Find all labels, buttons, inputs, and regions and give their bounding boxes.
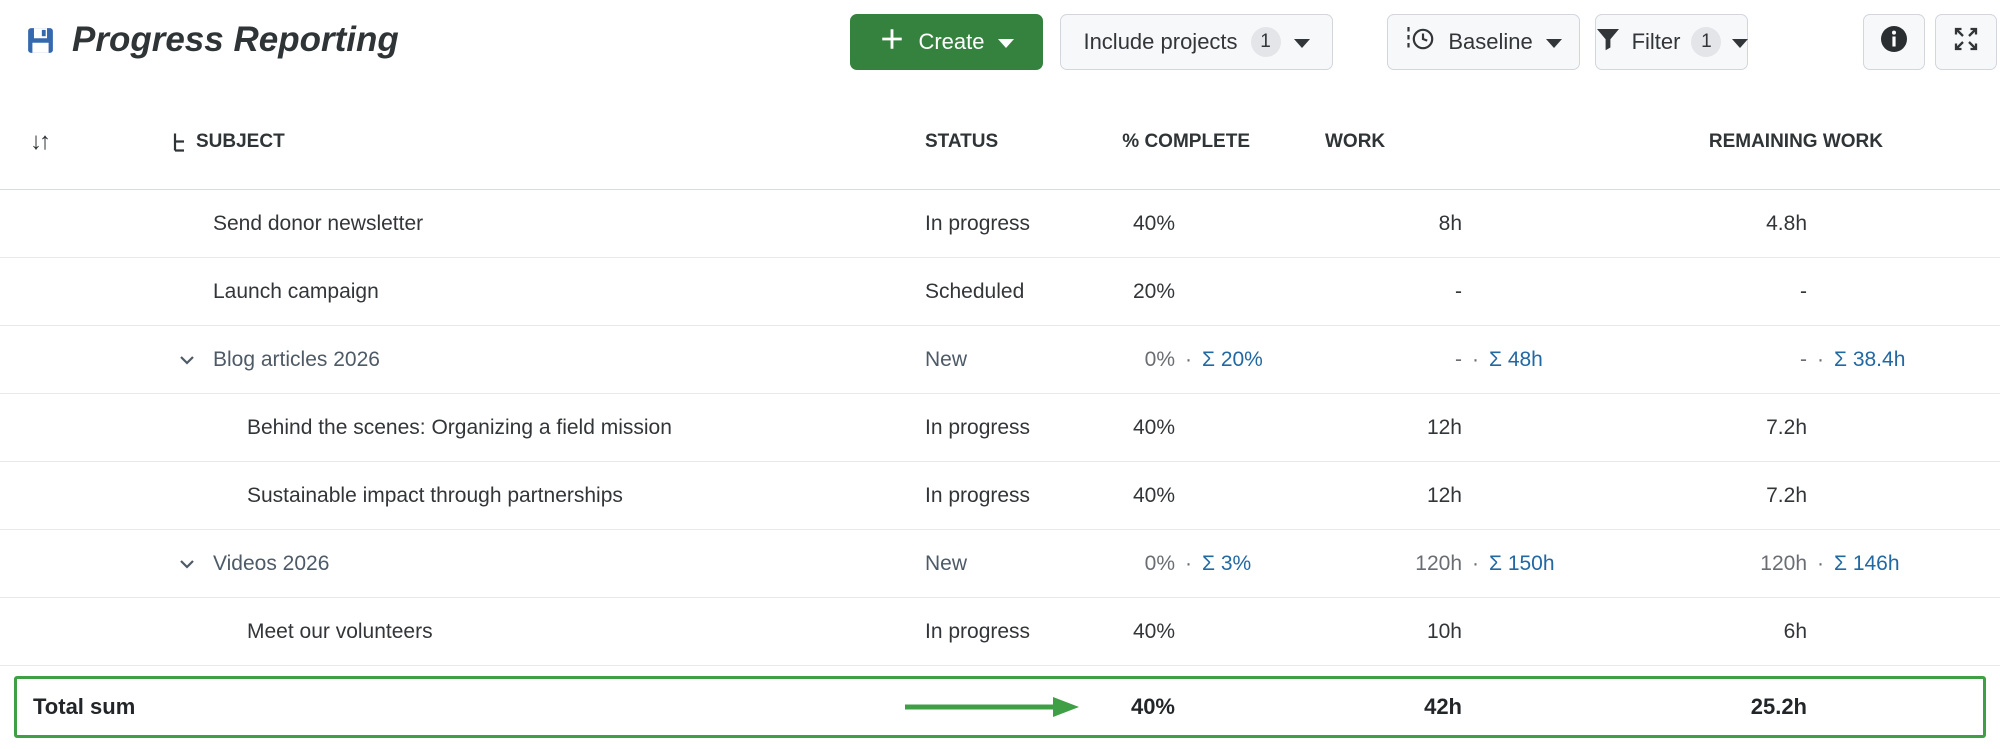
sum-separator: · (1817, 551, 1824, 575)
remaining-work-value: - (1800, 279, 1807, 303)
status-cell: New (925, 347, 968, 371)
table-row[interactable]: Videos 2026 New 0% · Σ 3% 120h · Σ 150h … (0, 530, 2000, 598)
filter-button[interactable]: Filter 1 (1595, 14, 1749, 70)
work-package-table: Send donor newsletter In progress 40% 8h… (0, 190, 2000, 666)
chevron-down-icon (1545, 39, 1562, 48)
status-cell: In progress (925, 211, 1031, 235)
work-sum-link[interactable]: Σ 48h (1489, 347, 1543, 371)
filter-count-badge: 1 (1691, 27, 1722, 57)
work-value: - (1455, 347, 1462, 371)
total-remaining-work-value: 25.2h (1750, 694, 1807, 719)
status-cell: Scheduled (925, 279, 1025, 303)
remaining-work-value: 4.8h (1766, 211, 1807, 235)
work-value: 8h (1438, 211, 1462, 235)
table-row[interactable]: Meet our volunteers In progress 40% 10h … (0, 598, 2000, 666)
pct-complete-value: 40% (1132, 619, 1175, 643)
column-header-work[interactable]: WORK (1325, 131, 1386, 152)
funnel-icon (1595, 26, 1621, 58)
work-value: 12h (1426, 483, 1462, 507)
pct-complete-value: 0% (1144, 347, 1175, 371)
total-work-value: 42h (1424, 694, 1462, 719)
total-pct-complete-value: 40% (1130, 694, 1175, 719)
remaining-work-sum-link[interactable]: Σ 38.4h (1834, 347, 1906, 371)
column-header-remaining-work[interactable]: REMAINING WORK (1708, 131, 1883, 152)
filter-label: Filter (1631, 29, 1681, 54)
baseline-button[interactable]: Baseline (1387, 14, 1580, 70)
subject-cell: Launch campaign (213, 279, 379, 303)
column-header-status[interactable]: STATUS (925, 131, 999, 152)
create-button-label: Create (918, 29, 985, 54)
sum-separator: · (1185, 347, 1192, 371)
table-row[interactable]: Behind the scenes: Organizing a field mi… (0, 394, 2000, 462)
include-projects-count-badge: 1 (1250, 27, 1281, 57)
subject-cell: Behind the scenes: Organizing a field mi… (247, 415, 672, 439)
table-row[interactable]: Blog articles 2026 New 0% · Σ 20% - · Σ … (0, 326, 2000, 394)
table-header-row: ↓↑ SUBJECT STATUS % COMPLETE WORK REMAIN… (0, 95, 2000, 190)
page-title-wrap: Progress Reporting (27, 20, 399, 60)
toolbar: Progress Reporting Create Include projec… (0, 0, 2000, 95)
subject-cell: Blog articles 2026 (213, 347, 380, 371)
include-projects-label: Include projects (1083, 29, 1238, 54)
hierarchy-icon (171, 132, 188, 153)
work-value: 10h (1426, 619, 1462, 643)
pct-complete-value: 0% (1144, 551, 1175, 575)
save-icon[interactable] (27, 27, 54, 54)
work-value: 120h (1415, 551, 1462, 575)
status-cell: In progress (925, 483, 1031, 507)
column-header-pct-complete[interactable]: % COMPLETE (1122, 131, 1250, 152)
work-value: 12h (1426, 415, 1462, 439)
remaining-work-value: 7.2h (1766, 483, 1807, 507)
plus-icon (879, 26, 905, 58)
column-header-subject-label: SUBJECT (196, 131, 285, 152)
work-value: - (1455, 279, 1462, 303)
subject-cell: Sustainable impact through partnerships (247, 483, 623, 507)
remaining-work-value: 120h (1760, 551, 1807, 575)
remaining-work-value: 7.2h (1766, 415, 1807, 439)
subject-cell: Videos 2026 (213, 551, 330, 575)
baseline-label: Baseline (1448, 29, 1533, 54)
status-cell: In progress (925, 619, 1031, 643)
page-title: Progress Reporting (72, 20, 399, 59)
work-sum-link[interactable]: Σ 150h (1489, 551, 1555, 575)
remaining-work-value: 6h (1783, 619, 1807, 643)
pct-complete-value: 40% (1132, 415, 1175, 439)
fullscreen-button[interactable] (1935, 14, 1997, 70)
chevron-down-icon (997, 39, 1014, 48)
sum-separator: · (1472, 347, 1479, 371)
baseline-clock-icon (1405, 25, 1435, 59)
sum-separator: · (1472, 551, 1479, 575)
chevron-down-icon (1293, 39, 1310, 48)
create-button[interactable]: Create (850, 14, 1043, 70)
chevron-down-icon (1732, 39, 1749, 48)
column-header-subject[interactable]: ↓↑ SUBJECT (0, 95, 925, 189)
collapse-chevron-icon[interactable] (177, 350, 213, 370)
table-row[interactable]: Sustainable impact through partnerships … (0, 462, 2000, 530)
subject-cell: Send donor newsletter (213, 211, 424, 235)
pct-complete-sum-link[interactable]: Σ 3% (1202, 551, 1252, 575)
sort-icon[interactable]: ↓↑ (30, 128, 51, 155)
info-button[interactable] (1863, 14, 1925, 70)
collapse-chevron-icon[interactable] (177, 554, 213, 574)
table-row[interactable]: Launch campaign Scheduled 20% - - (0, 258, 2000, 326)
status-cell: In progress (925, 415, 1031, 439)
expand-arrows-icon (1951, 24, 1981, 60)
pct-complete-value: 40% (1132, 483, 1175, 507)
info-icon (1879, 24, 1909, 60)
pct-complete-sum-link[interactable]: Σ 20% (1202, 347, 1263, 371)
pct-complete-value: 40% (1132, 211, 1175, 235)
remaining-work-value: - (1800, 347, 1807, 371)
sum-separator: · (1185, 551, 1192, 575)
subject-cell: Meet our volunteers (247, 619, 433, 643)
include-projects-button[interactable]: Include projects 1 (1060, 14, 1333, 70)
column-header-spacer (1915, 95, 2000, 189)
remaining-work-sum-link[interactable]: Σ 146h (1834, 551, 1900, 575)
total-sum-label: Total sum (33, 694, 136, 719)
green-right-arrow-annotation (903, 695, 1081, 719)
pct-complete-value: 20% (1132, 279, 1175, 303)
table-row[interactable]: Send donor newsletter In progress 40% 8h… (0, 190, 2000, 258)
status-cell: New (925, 551, 968, 575)
sum-separator: · (1817, 347, 1824, 371)
total-sum-row: Total sum 40% 42h 25.2h (14, 676, 1986, 738)
